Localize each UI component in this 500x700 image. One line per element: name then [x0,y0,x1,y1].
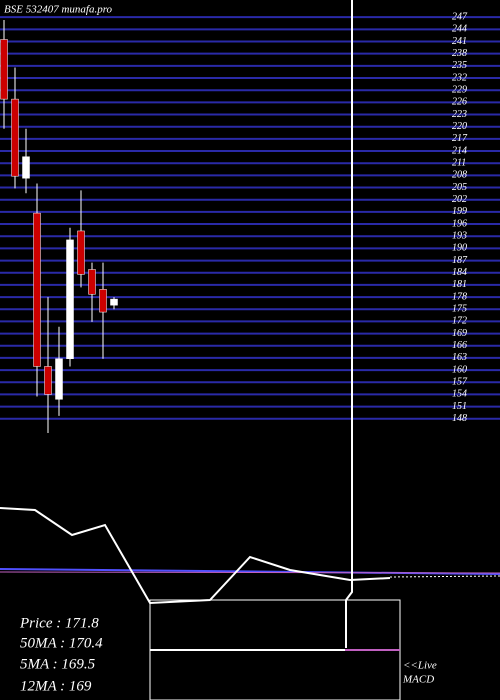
live-link[interactable]: <<Live [403,660,437,672]
y-tick-label: 226 [452,97,467,108]
y-tick-label: 199 [452,206,467,217]
y-tick-label: 232 [452,72,467,83]
y-tick-label: 172 [452,316,467,327]
candle-body [33,212,41,367]
info-ma12: 12MA : 169 [20,678,92,694]
y-tick-label: 193 [452,231,467,242]
candle-body [110,298,118,306]
indicator-line [0,571,500,574]
info-ma5: 5MA : 169.5 [20,656,96,672]
y-tick-label: 184 [452,267,467,278]
candle-body [66,239,74,359]
signal-line [389,575,500,578]
y-tick-label: 196 [452,218,467,229]
y-tick-label: 187 [452,255,468,266]
info-ma50: 50MA : 170.4 [20,635,103,651]
y-tick-label: 160 [452,364,467,375]
y-tick-label: 223 [452,109,467,120]
grid: 1481511541571601631661691721751781811841… [0,11,500,424]
candle-body [55,358,63,400]
y-tick-label: 208 [452,170,467,181]
y-tick-label: 190 [452,243,467,254]
candle-body [0,39,8,100]
y-tick-label: 205 [452,182,467,193]
macd-line [0,507,391,605]
y-tick-label: 217 [452,133,468,144]
y-tick-label: 175 [452,304,467,315]
y-tick-label: 244 [452,24,467,35]
y-tick-label: 181 [452,279,467,290]
info-price: Price : 171.8 [19,615,99,631]
y-tick-label: 247 [452,11,468,22]
candle-body [11,98,19,177]
indicator-name: MACD [402,674,434,686]
candle-body [99,289,107,313]
y-tick-label: 229 [452,84,467,95]
chart-title: BSE 532407 munafa.pro [4,4,113,16]
y-tick-label: 151 [452,401,467,412]
y-tick-label: 163 [452,352,467,363]
candle-body [22,156,30,179]
y-tick-label: 148 [452,413,467,424]
y-tick-label: 211 [452,158,466,169]
candles [0,20,118,433]
y-tick-label: 157 [452,377,468,388]
y-tick-label: 238 [452,48,467,59]
y-tick-label: 235 [452,60,467,71]
y-tick-label: 166 [452,340,467,351]
candle-body [88,269,96,295]
candle-body [44,366,52,395]
candle-body [77,230,85,275]
y-tick-label: 202 [452,194,467,205]
y-tick-label: 169 [452,328,467,339]
y-tick-label: 220 [452,121,467,132]
y-tick-label: 214 [452,145,467,156]
divider-line [345,0,353,648]
y-tick-label: 178 [452,291,467,302]
y-tick-label: 154 [452,389,467,400]
y-tick-label: 241 [452,36,467,47]
